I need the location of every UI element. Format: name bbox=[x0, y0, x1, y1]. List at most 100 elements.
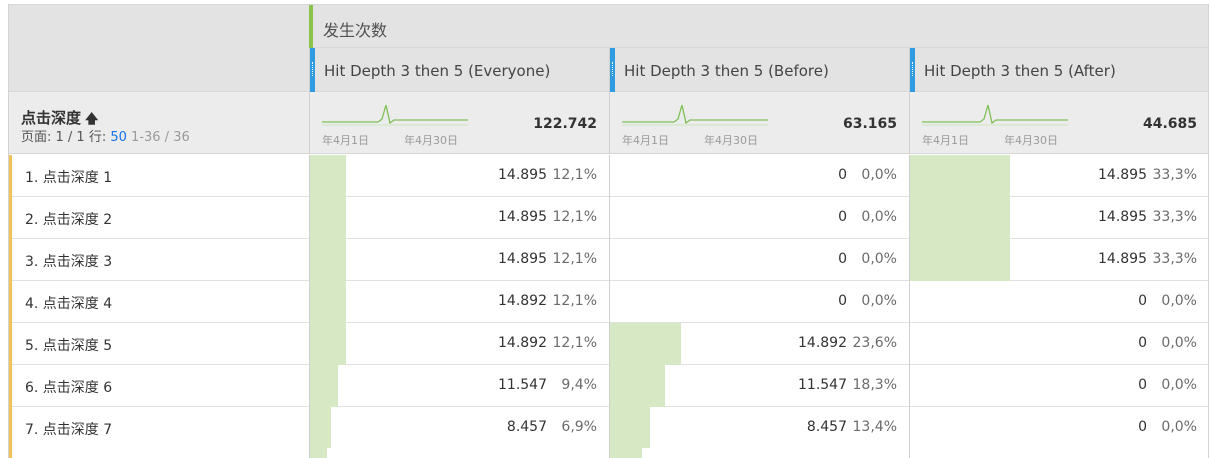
table-cell: 14.895 12,1% bbox=[309, 155, 609, 197]
sparkline-end-date: 年4月30日 bbox=[1004, 134, 1058, 147]
table-cell: 0 0,0% bbox=[609, 281, 909, 323]
sparkline-start-date: 年4月1日 bbox=[622, 134, 669, 147]
cell-percent: 12,1% bbox=[552, 293, 597, 309]
cell-percent: 0,0% bbox=[1161, 335, 1197, 351]
sparkline-end-date: 年4月30日 bbox=[404, 134, 458, 147]
share-bar bbox=[310, 281, 346, 323]
cell-percent: 0,0% bbox=[861, 209, 897, 225]
column-total: 44.685 bbox=[1142, 116, 1197, 132]
segment-header-after[interactable]: Hit Depth 3 then 5 (After) bbox=[909, 48, 1208, 92]
row-accent-bar bbox=[9, 323, 12, 365]
cell-value: 14.895 bbox=[1098, 209, 1147, 225]
segment-label: Hit Depth 3 then 5 (Before) bbox=[624, 62, 829, 80]
table-row[interactable]: 7. 点击深度 7 8.457 6,9% 8.457 13,4% 0 0,0% bbox=[9, 407, 1208, 449]
share-bar bbox=[910, 155, 1010, 197]
cell-value: 14.895 bbox=[1098, 167, 1147, 183]
table-row[interactable]: 1. 点击深度 1 14.895 12,1% 0 0,0% 14.895 33,3% bbox=[9, 155, 1208, 197]
table-row[interactable]: 4. 点击深度 4 14.892 12,1% 0 0,0% 0 0,0% bbox=[9, 281, 1208, 323]
sparkline-chart[interactable] bbox=[622, 102, 768, 132]
row-dimension-label[interactable]: 2. 点击深度 2 bbox=[25, 212, 113, 228]
row-accent-bar bbox=[9, 281, 12, 323]
segment-label: Hit Depth 3 then 5 (Everyone) bbox=[324, 62, 551, 80]
cell-percent: 12,1% bbox=[552, 167, 597, 183]
table-cell: 0 0,0% bbox=[909, 407, 1208, 449]
row-dimension-label[interactable]: 5. 点击深度 5 bbox=[25, 338, 113, 354]
table-cell: 14.892 23,6% bbox=[609, 323, 909, 365]
segment-drag-handle-icon[interactable] bbox=[910, 48, 915, 92]
pager-prefix: 页面: 1 / 1 行: bbox=[21, 130, 107, 145]
row-accent-bar bbox=[9, 155, 12, 197]
metric-label: 发生次数 bbox=[323, 21, 388, 40]
column-total: 122.742 bbox=[533, 116, 597, 132]
row-dimension-label[interactable]: 1. 点击深度 1 bbox=[25, 170, 113, 186]
share-bar bbox=[910, 239, 1010, 281]
share-bar bbox=[310, 407, 331, 449]
cell-value: 0 bbox=[1138, 419, 1147, 435]
cell-percent: 0,0% bbox=[1161, 419, 1197, 435]
summary-cell-after: 年4月1日 年4月30日 44.685 bbox=[909, 92, 1208, 154]
share-bar bbox=[610, 407, 650, 449]
sparkline-chart[interactable] bbox=[322, 102, 468, 132]
table-cell: 8.457 13,4% bbox=[609, 407, 909, 449]
rows-per-page-link[interactable]: 50 bbox=[110, 130, 127, 145]
pager-range: 1-36 / 36 bbox=[131, 130, 190, 145]
cell-percent: 6,9% bbox=[561, 419, 597, 435]
segment-header-before[interactable]: Hit Depth 3 then 5 (Before) bbox=[609, 48, 909, 92]
cell-percent: 9,4% bbox=[561, 377, 597, 393]
table-cell: 0 0,0% bbox=[609, 155, 909, 197]
row-accent-bar bbox=[9, 239, 12, 281]
share-bar bbox=[910, 197, 1010, 239]
table-cell: 0 0,0% bbox=[909, 281, 1208, 323]
table-row[interactable]: 6. 点击深度 6 11.547 9,4% 11.547 18,3% 0 0,0% bbox=[9, 365, 1208, 407]
cell-value: 14.892 bbox=[498, 293, 547, 309]
row-dimension-label[interactable]: 4. 点击深度 4 bbox=[25, 296, 113, 312]
table-cell: 0 0,0% bbox=[909, 323, 1208, 365]
cell-value: 0 bbox=[1138, 293, 1147, 309]
row-dimension-label[interactable]: 6. 点击深度 6 bbox=[25, 380, 113, 396]
table-row[interactable]: 5. 点击深度 5 14.892 12,1% 14.892 23,6% 0 0,0% bbox=[9, 323, 1208, 365]
table-cell bbox=[909, 448, 1208, 458]
table-cell: 14.892 12,1% bbox=[309, 323, 609, 365]
dimension-header[interactable]: 点击深度 🡅 bbox=[21, 107, 98, 132]
row-dimension-label[interactable]: 7. 点击深度 7 bbox=[25, 422, 113, 438]
cell-percent: 13,4% bbox=[852, 419, 897, 435]
segment-header-everyone[interactable]: Hit Depth 3 then 5 (Everyone) bbox=[309, 48, 609, 92]
cell-percent: 23,6% bbox=[852, 335, 897, 351]
arrow-up-icon[interactable]: 🡅 bbox=[85, 112, 99, 127]
cell-percent: 0,0% bbox=[1161, 377, 1197, 393]
column-total: 63.165 bbox=[842, 116, 897, 132]
segment-drag-handle-icon[interactable] bbox=[310, 48, 315, 92]
table-row[interactable]: 3. 点击深度 3 14.895 12,1% 0 0,0% 14.895 33,3% bbox=[9, 239, 1208, 281]
table-row[interactable]: 2. 点击深度 2 14.895 12,1% 0 0,0% 14.895 33,3% bbox=[9, 197, 1208, 239]
table-cell: 14.895 33,3% bbox=[909, 155, 1208, 197]
row-dimension-label[interactable]: 3. 点击深度 3 bbox=[25, 254, 113, 270]
sparkline-chart[interactable] bbox=[922, 102, 1068, 132]
cell-percent: 18,3% bbox=[852, 377, 897, 393]
summary-row: 点击深度 🡅 页面: 1 / 1 行: 50 1-36 / 36 年4月1日 年4… bbox=[9, 92, 1208, 154]
cell-value: 0 bbox=[1138, 335, 1147, 351]
cell-value: 14.895 bbox=[1098, 251, 1147, 267]
row-accent-bar bbox=[9, 407, 12, 449]
share-bar bbox=[310, 239, 346, 281]
summary-cell-everyone: 年4月1日 年4月30日 122.742 bbox=[309, 92, 609, 154]
table-cell bbox=[609, 448, 909, 458]
table-cell: 11.547 9,4% bbox=[309, 365, 609, 407]
metric-header[interactable]: 发生次数 bbox=[309, 4, 1208, 49]
cell-percent: 12,1% bbox=[552, 335, 597, 351]
segment-label: Hit Depth 3 then 5 (After) bbox=[924, 62, 1116, 80]
row-accent-bar bbox=[9, 197, 12, 239]
share-bar bbox=[310, 323, 346, 365]
table-row-partial[interactable] bbox=[9, 448, 1208, 458]
cell-value: 14.892 bbox=[798, 335, 847, 351]
share-bar bbox=[610, 448, 642, 458]
cell-percent: 12,1% bbox=[552, 209, 597, 225]
share-bar bbox=[310, 155, 346, 197]
dimension-title: 点击深度 bbox=[21, 109, 82, 127]
segment-drag-handle-icon[interactable] bbox=[610, 48, 615, 92]
cell-value: 8.457 bbox=[506, 419, 547, 435]
cell-percent: 0,0% bbox=[861, 293, 897, 309]
pager: 页面: 1 / 1 行: 50 1-36 / 36 bbox=[21, 126, 190, 145]
table-cell: 8.457 6,9% bbox=[309, 407, 609, 449]
cell-value: 0 bbox=[838, 167, 847, 183]
table-cell: 14.892 12,1% bbox=[309, 281, 609, 323]
